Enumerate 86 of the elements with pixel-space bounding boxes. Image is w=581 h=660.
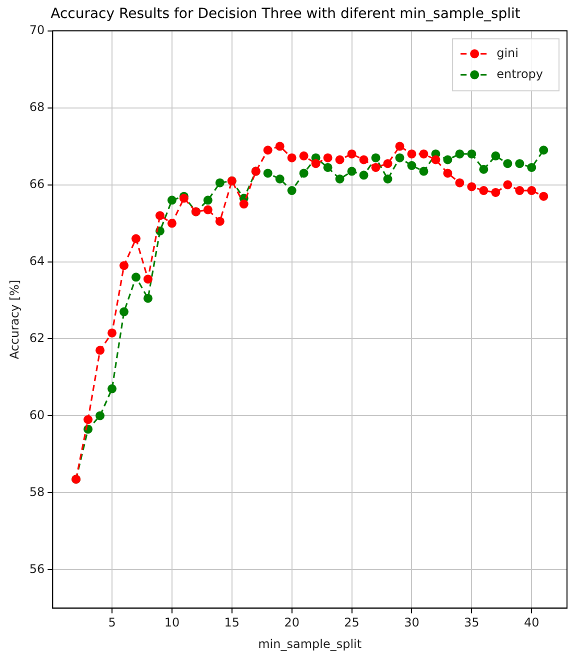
y-tick-label: 58 xyxy=(29,484,45,499)
point xyxy=(455,149,464,158)
point xyxy=(371,153,380,162)
point xyxy=(96,411,105,420)
point xyxy=(443,168,452,178)
point xyxy=(479,186,488,196)
y-tick-label: 70 xyxy=(29,22,45,37)
point xyxy=(359,155,368,164)
point xyxy=(371,162,380,172)
point xyxy=(527,162,536,172)
point xyxy=(407,149,416,158)
point xyxy=(527,186,536,196)
point xyxy=(347,166,356,176)
point xyxy=(467,182,476,192)
point xyxy=(383,174,392,184)
y-tick-label: 62 xyxy=(29,330,45,345)
point xyxy=(347,149,356,158)
chart-title: Accuracy Results for Decision Three with diferent min_sample_split xyxy=(50,6,521,22)
point xyxy=(275,142,284,151)
point xyxy=(323,162,332,172)
point xyxy=(539,146,548,155)
y-axis-title: Accuracy [%] xyxy=(7,280,22,360)
point xyxy=(203,205,212,214)
point xyxy=(155,211,164,220)
point xyxy=(359,170,368,180)
point xyxy=(443,155,452,164)
y-tick-label: 68 xyxy=(29,100,45,114)
y-tick-label: 56 xyxy=(29,562,45,576)
point xyxy=(275,174,284,184)
point xyxy=(299,151,308,160)
point xyxy=(120,261,129,270)
point xyxy=(503,180,512,190)
x-tick-label: 5 xyxy=(108,616,116,630)
point xyxy=(215,178,224,188)
x-tick-label: 25 xyxy=(344,616,360,630)
point xyxy=(335,155,344,164)
y-tick-label: 64 xyxy=(29,254,45,268)
point xyxy=(311,159,320,168)
point xyxy=(143,294,152,303)
point xyxy=(479,164,488,174)
point xyxy=(467,149,476,158)
point xyxy=(455,178,464,188)
x-tick-label: 20 xyxy=(284,616,300,630)
point xyxy=(239,200,248,209)
point xyxy=(120,307,129,316)
point xyxy=(515,186,524,196)
point xyxy=(419,166,428,176)
point xyxy=(96,346,105,355)
point xyxy=(167,218,176,228)
point xyxy=(167,196,176,205)
point xyxy=(335,174,344,184)
point xyxy=(407,161,416,170)
point xyxy=(491,188,500,197)
point xyxy=(419,149,428,158)
point xyxy=(263,168,272,178)
point xyxy=(108,328,117,338)
x-tick-label: 15 xyxy=(224,616,240,630)
point xyxy=(491,151,500,160)
point xyxy=(431,155,440,164)
point xyxy=(108,384,117,394)
legend-label: gini xyxy=(496,46,518,60)
point xyxy=(503,159,512,168)
x-tick-label: 10 xyxy=(164,616,180,630)
point xyxy=(215,216,224,226)
x-tick-label: 30 xyxy=(404,616,420,630)
point xyxy=(84,415,93,424)
point xyxy=(395,142,404,151)
y-tick-label: 60 xyxy=(29,408,45,422)
legend-label: entropy xyxy=(496,66,544,81)
point xyxy=(395,153,404,162)
point xyxy=(203,196,212,205)
point xyxy=(287,153,296,162)
point xyxy=(131,272,140,282)
point xyxy=(299,168,308,178)
point xyxy=(131,234,140,244)
point xyxy=(515,159,524,168)
x-axis-title: min_sample_split xyxy=(258,636,362,651)
point xyxy=(383,159,392,168)
x-tick-label: 35 xyxy=(464,616,480,630)
y-tick-label: 66 xyxy=(29,176,45,191)
x-tick-label: 40 xyxy=(524,616,540,630)
point xyxy=(539,192,548,201)
point xyxy=(263,146,272,155)
point xyxy=(323,153,332,162)
point xyxy=(287,186,296,196)
point xyxy=(143,274,152,284)
